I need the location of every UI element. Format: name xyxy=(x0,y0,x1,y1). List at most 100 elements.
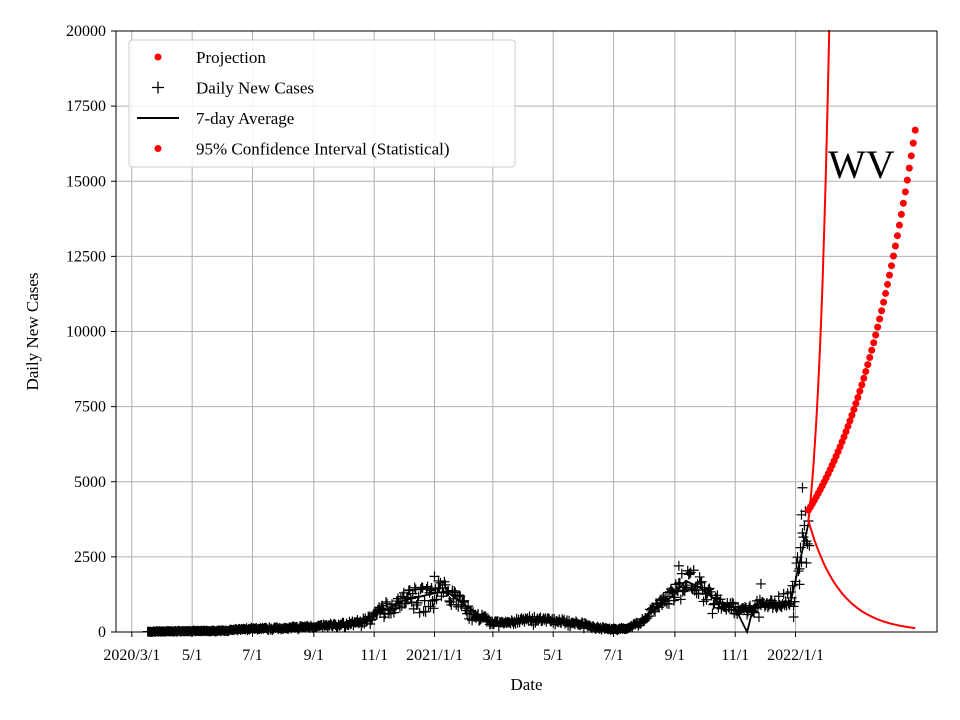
projection-point xyxy=(848,411,856,419)
x-tick-label: 5/1 xyxy=(543,647,563,664)
daily-case-point xyxy=(411,600,422,611)
daily-case-point xyxy=(429,571,440,582)
daily-case-point xyxy=(427,595,438,606)
projection-point xyxy=(876,315,884,323)
x-axis-label: Date xyxy=(510,675,542,694)
daily-case-point xyxy=(801,557,812,568)
plot-data xyxy=(142,30,919,637)
projection-point xyxy=(897,210,905,218)
legend-label: 95% Confidence Interval (Statistical) xyxy=(196,140,450,159)
projection-point xyxy=(903,176,911,184)
y-tick-label: 10000 xyxy=(66,324,106,341)
legend-marker-dot xyxy=(154,53,162,61)
projection-point xyxy=(891,242,899,250)
y-tick-label: 17500 xyxy=(66,98,106,115)
daily-case-point xyxy=(739,604,750,615)
projection-point xyxy=(842,428,850,436)
projection-point xyxy=(895,221,903,229)
y-tick-label: 7500 xyxy=(74,399,106,416)
x-tick-label: 11/1 xyxy=(721,647,749,664)
daily-case-point xyxy=(425,601,436,612)
daily-case-point xyxy=(695,577,706,588)
y-tick-label: 2500 xyxy=(74,549,106,566)
projection-point xyxy=(874,323,882,331)
daily-case-point xyxy=(797,482,808,493)
x-tick-label: 11/1 xyxy=(360,647,388,664)
legend-label: 7-day Average xyxy=(196,109,294,128)
daily-case-point xyxy=(455,591,466,602)
projection-point xyxy=(846,417,854,425)
projection-point xyxy=(886,271,894,279)
projection-point xyxy=(899,199,907,207)
daily-case-point xyxy=(660,591,671,602)
daily-case-point xyxy=(414,607,425,618)
state-annotation: WV xyxy=(828,142,895,187)
projection-point xyxy=(884,280,892,288)
daily-case-point xyxy=(417,582,428,593)
x-tick-label: 7/1 xyxy=(242,647,262,664)
y-tick-label: 15000 xyxy=(66,173,106,190)
y-tick-label: 0 xyxy=(98,624,106,641)
projection-point xyxy=(872,331,880,339)
legend: Projection Daily New Cases 7-day Average 95… xyxy=(128,39,516,168)
daily-case-point xyxy=(683,569,694,580)
projection-point xyxy=(866,354,874,362)
projection-point xyxy=(858,381,866,389)
projection-point xyxy=(905,164,913,172)
seven-day-average-line xyxy=(147,523,810,635)
projection-point xyxy=(901,188,909,196)
y-axis-label: Daily New Cases xyxy=(23,272,42,390)
daily-case-point xyxy=(420,606,431,617)
daily-case-point xyxy=(454,590,465,601)
daily-case-point xyxy=(673,560,684,571)
x-tick-label: 2020/3/1 xyxy=(103,647,160,664)
ci-lower-line xyxy=(807,520,916,630)
projection-point xyxy=(854,394,862,402)
daily-case-point xyxy=(707,608,718,619)
daily-case-point xyxy=(433,575,444,586)
projection-point xyxy=(844,422,852,430)
daily-case-point xyxy=(788,601,799,612)
projection-point xyxy=(909,139,917,147)
daily-case-point xyxy=(804,540,815,551)
daily-case-point xyxy=(755,578,766,589)
daily-case-point xyxy=(785,586,796,597)
y-tick-label: 12500 xyxy=(66,248,106,265)
legend-marker-plus xyxy=(152,81,164,94)
x-tick-label: 9/1 xyxy=(304,647,324,664)
daily-case-point xyxy=(753,612,764,623)
legend-label: Projection xyxy=(196,48,266,67)
projection-point xyxy=(852,400,860,408)
x-tick-label: 2021/1/1 xyxy=(406,647,463,664)
legend-box xyxy=(128,39,516,168)
ci-upper-line xyxy=(807,30,831,521)
daily-case-point xyxy=(701,594,712,605)
projection-point xyxy=(889,252,897,260)
daily-case-point xyxy=(796,509,807,520)
x-tick-label: 2022/1/1 xyxy=(767,647,824,664)
projection-point xyxy=(882,289,890,297)
projection-point xyxy=(864,361,872,369)
projection-point xyxy=(860,374,868,382)
projection-point xyxy=(880,298,888,306)
daily-case-point xyxy=(675,594,686,605)
y-tick-label: 5000 xyxy=(74,474,106,491)
daily-case-point xyxy=(412,597,423,608)
projection-point xyxy=(907,152,915,160)
projection-point xyxy=(870,339,878,347)
projection-point xyxy=(850,405,858,413)
daily-case-point xyxy=(703,584,714,595)
daily-case-point xyxy=(440,579,451,590)
projection-point xyxy=(868,346,876,354)
x-tick-label: 5/1 xyxy=(182,647,202,664)
legend-label: Daily New Cases xyxy=(196,79,314,98)
daily-case-point xyxy=(694,571,705,582)
daily-case-point xyxy=(435,577,446,588)
daily-case-point xyxy=(691,588,702,599)
y-tick-label: 20000 xyxy=(66,23,106,40)
daily-case-point xyxy=(788,611,799,622)
daily-case-point xyxy=(680,582,691,593)
daily-case-point xyxy=(388,607,399,618)
x-tick-label: 3/1 xyxy=(483,647,503,664)
